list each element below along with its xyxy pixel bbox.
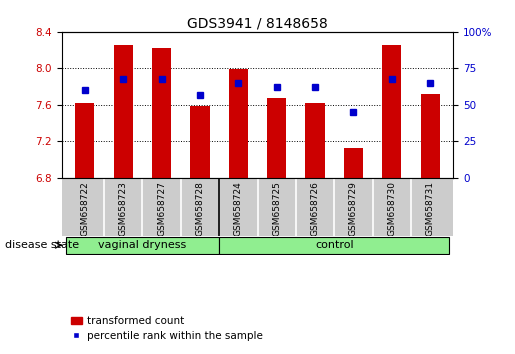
Text: GSM658729: GSM658729 [349,181,358,236]
Bar [75,103,94,178]
Text: GSM658723: GSM658723 [118,181,128,236]
Legend: transformed count, percentile rank within the sample: transformed count, percentile rank withi… [67,312,267,345]
Text: GSM658731: GSM658731 [426,181,435,236]
Text: disease state: disease state [5,240,79,250]
Text: GSM658730: GSM658730 [387,181,397,236]
Bar [191,106,210,178]
Bar [305,103,324,178]
Bar [219,237,450,254]
Text: GSM658727: GSM658727 [157,181,166,236]
Bar [65,237,219,254]
Bar [114,45,133,178]
Text: GSM658726: GSM658726 [311,181,320,236]
Text: GSM658722: GSM658722 [80,181,89,235]
Bar [382,45,401,178]
Bar [229,69,248,178]
Text: GSM658724: GSM658724 [234,181,243,235]
Bar [344,148,363,178]
Bar [421,94,440,178]
Title: GDS3941 / 8148658: GDS3941 / 8148658 [187,17,328,31]
Text: GSM658728: GSM658728 [195,181,204,236]
Text: vaginal dryness: vaginal dryness [98,240,186,250]
Text: GSM658725: GSM658725 [272,181,281,236]
Text: control: control [315,240,354,250]
Bar [152,48,171,178]
Bar [267,98,286,178]
